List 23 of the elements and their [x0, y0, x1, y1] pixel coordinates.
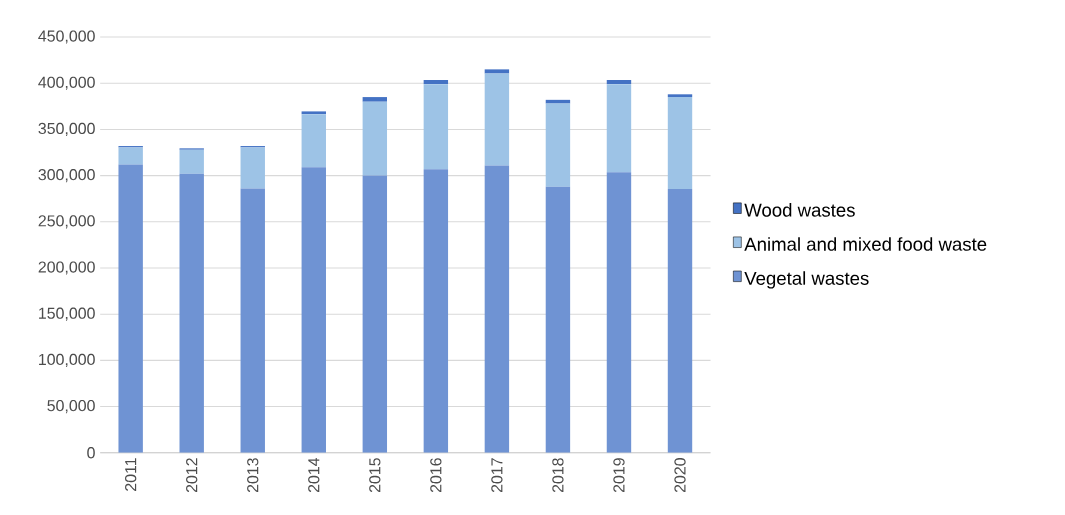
x-tick-label: 2013	[247, 458, 259, 493]
x-tick-label: 2018	[552, 458, 564, 493]
y-tick-label: 150,000	[39, 307, 95, 321]
y-tick-label: 300,000	[38, 168, 95, 183]
x-tick-label: 2019	[613, 458, 625, 493]
x-tick-label: 2017	[491, 458, 503, 493]
y-tick-label: 0	[87, 447, 95, 459]
y-tick-label: 250,000	[38, 215, 95, 229]
x-tick-label: 2014	[308, 457, 320, 493]
legend-label: Wood wastes	[744, 203, 855, 217]
y-tick-label: 50,000	[47, 399, 95, 414]
x-tick-label: 2020	[674, 458, 686, 493]
y-tick-label: 350,000	[38, 122, 95, 136]
y-tick-label: 450,000	[38, 30, 95, 44]
x-tick-label: 2015	[369, 458, 381, 493]
x-tick-label: 2016	[430, 458, 442, 493]
y-tick-label: 100,000	[39, 353, 95, 367]
y-tick-label: 400,000	[38, 76, 95, 90]
y-tick-label: 200,000	[38, 261, 95, 275]
legend-label: Animal and mixed food waste	[744, 237, 987, 251]
legend-label: Vegetal wastes	[744, 271, 869, 289]
x-tick-label: 2011	[125, 458, 137, 491]
x-tick-label: 2012	[186, 458, 198, 493]
